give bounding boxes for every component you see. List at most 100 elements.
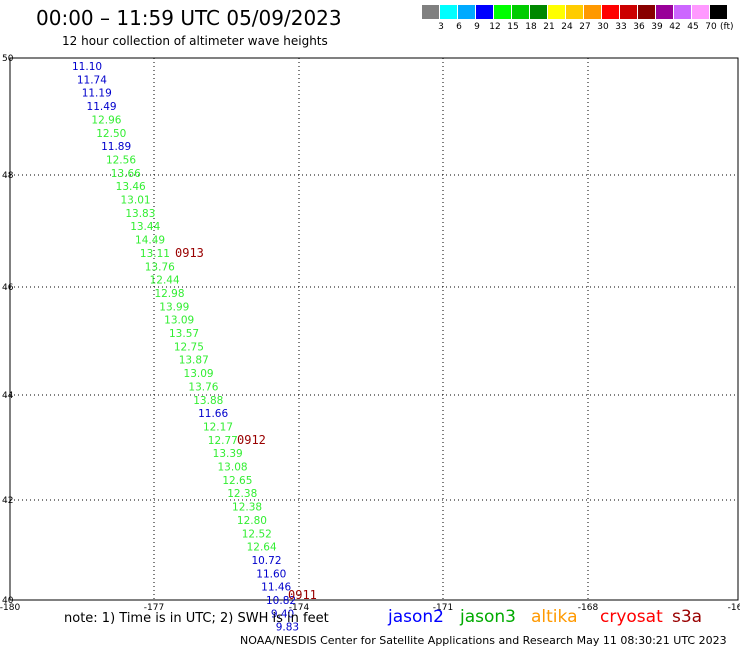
time-marker: 0913	[175, 246, 204, 260]
wave-height-value: 13.57	[169, 328, 199, 340]
legend-label: 15	[507, 22, 519, 32]
wave-height-value: 12.64	[247, 542, 277, 554]
legend-swatch	[512, 5, 529, 19]
wave-height-value: 13.87	[179, 355, 209, 367]
wave-height-value: 11.46	[261, 582, 291, 594]
legend-label: 12	[489, 22, 501, 32]
page-title: 00:00 – 11:59 UTC 05/09/2023	[36, 6, 342, 30]
satellite-label: altika	[531, 607, 578, 627]
lon-tick-label: -180	[0, 603, 20, 613]
lat-tick-label: 42	[2, 496, 13, 506]
wave-height-value: 13.99	[159, 301, 189, 313]
legend-swatch	[422, 5, 439, 19]
lat-tick-label: 40	[2, 596, 14, 606]
legend-label: 27	[579, 22, 591, 32]
legend-label: 36	[633, 22, 645, 32]
legend-swatch	[710, 5, 727, 19]
wave-height-value: 12.56	[106, 154, 136, 166]
legend-label: 42	[669, 22, 681, 32]
wave-height-value: 14.49	[135, 235, 165, 247]
wave-height-value: 12.75	[174, 341, 204, 353]
wave-height-value: 12.96	[91, 114, 121, 126]
satellite-label: s3a	[672, 607, 703, 627]
wave-height-value: 12.65	[222, 475, 252, 487]
legend-swatch	[530, 5, 547, 19]
wave-height-value: 12.38	[227, 488, 257, 500]
lat-tick-label: 44	[2, 391, 14, 401]
wave-height-value: 13.09	[184, 368, 214, 380]
wave-height-value: 12.38	[232, 502, 262, 514]
wave-height-value: 11.60	[256, 568, 286, 580]
legend-label: 18	[525, 22, 537, 32]
wave-height-value: 13.39	[213, 448, 243, 460]
legend-swatch	[440, 5, 457, 19]
legend-label: 70	[705, 22, 717, 32]
legend-swatch	[494, 5, 511, 19]
wave-height-value: 13.76	[188, 381, 218, 393]
wave-height-value: 13.08	[218, 462, 248, 474]
legend-label: 3	[438, 22, 444, 32]
footer-note: note: 1) Time is in UTC; 2) SWH is in fe…	[64, 611, 329, 626]
wave-height-value: 11.10	[72, 61, 102, 73]
legend-swatch	[674, 5, 691, 19]
legend-swatch	[566, 5, 583, 19]
lon-tick-label: -174	[289, 603, 310, 613]
legend-label: 9	[474, 22, 480, 32]
wave-height-value: 13.46	[116, 181, 146, 193]
color-legend: 3 6 9 12 15 18 21 24 27 30 33 36 39 42 45 70 (ft)	[422, 5, 734, 37]
legend-unit: (ft)	[720, 22, 734, 32]
wave-height-value: 9.83	[276, 622, 299, 634]
wave-height-value: 13.01	[121, 195, 151, 207]
legend-swatch	[692, 5, 709, 19]
legend-label: 6	[456, 22, 462, 32]
legend-swatch	[476, 5, 493, 19]
satellite-label: cryosat	[600, 607, 663, 627]
legend-swatch	[548, 5, 565, 19]
legend-label: 30	[597, 22, 609, 32]
legend-swatch	[458, 5, 475, 19]
wave-height-value: 12.98	[154, 288, 184, 300]
lon-tick-label: -168	[578, 603, 599, 613]
wave-height-value: 10.72	[251, 555, 281, 567]
lon-tick-label: -16	[728, 603, 740, 613]
legend-label: 39	[651, 22, 663, 32]
legend-label: 45	[687, 22, 699, 32]
wave-height-value: 11.19	[82, 88, 112, 100]
wave-height-value: 11.74	[77, 74, 107, 86]
wave-height-value: 13.11	[140, 248, 170, 260]
lat-tick-label: 48	[2, 171, 14, 181]
lon-tick-label: -171	[433, 603, 453, 613]
wave-height-value: 13.09	[164, 315, 194, 327]
time-marker: 0911	[288, 588, 317, 602]
wave-height-value: 13.83	[125, 208, 155, 220]
wave-height-value: 12.52	[242, 528, 272, 540]
legend-swatch	[602, 5, 619, 19]
time-marker: 0912	[237, 433, 266, 447]
wave-height-value: 12.80	[237, 515, 267, 527]
lon-tick-label: -177	[144, 603, 164, 613]
wave-height-value: 10.82	[266, 595, 296, 607]
lat-tick-label: 50	[2, 54, 14, 64]
legend-swatch	[656, 5, 673, 19]
satellite-label: jason3	[460, 607, 516, 627]
lat-tick-label: 46	[2, 283, 14, 293]
wave-height-value: 12.44	[150, 275, 180, 287]
wave-height-value: 12.77	[208, 435, 238, 447]
wave-height-value: 12.50	[96, 128, 126, 140]
wave-height-value: 11.89	[101, 141, 131, 153]
wave-height-value: 11.66	[198, 408, 228, 420]
wave-height-value: 9.40	[271, 608, 294, 620]
wave-height-value: 12.17	[203, 421, 233, 433]
legend-swatch	[638, 5, 655, 19]
wave-height-value: 11.49	[87, 101, 117, 113]
page-subtitle: 12 hour collection of altimeter wave hei…	[62, 34, 328, 48]
legend-label: 24	[561, 22, 573, 32]
wave-height-value: 13.44	[130, 221, 160, 233]
legend-label: 33	[615, 22, 627, 32]
legend-swatch	[584, 5, 601, 19]
wave-height-value: 13.88	[193, 395, 223, 407]
satellite-label: jason2	[388, 607, 444, 627]
wave-height-value: 13.66	[111, 168, 141, 180]
legend-swatch	[620, 5, 637, 19]
